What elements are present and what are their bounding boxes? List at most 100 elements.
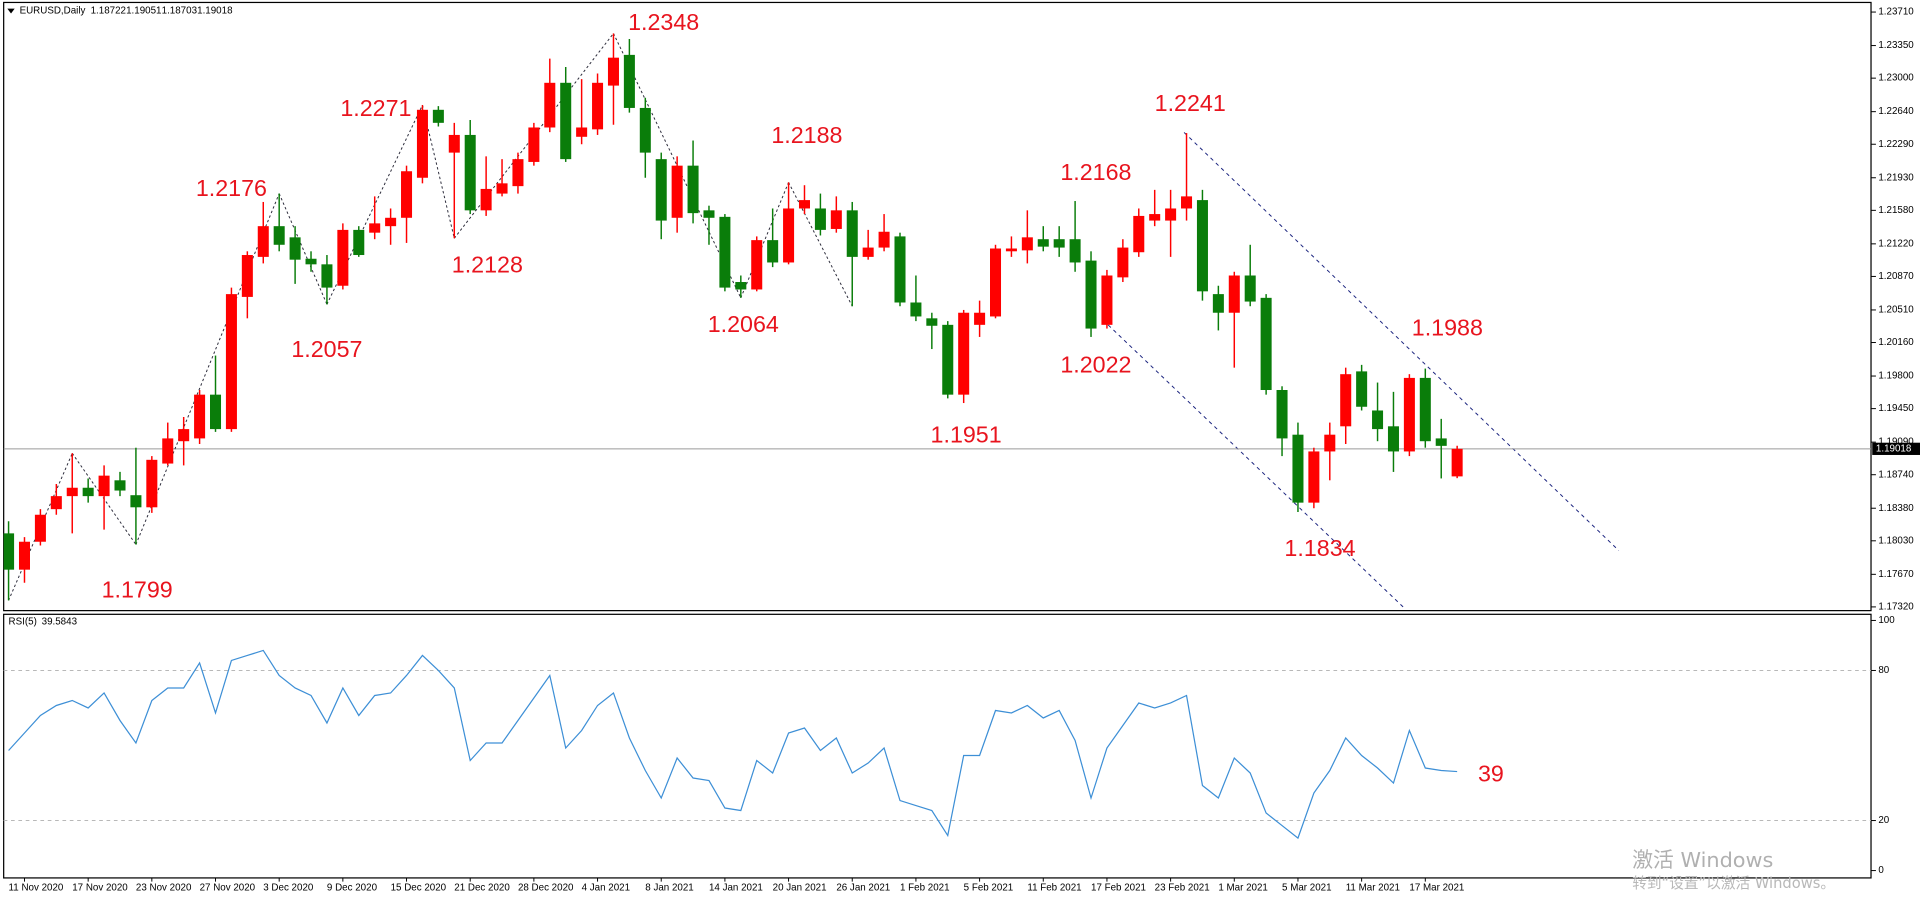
candle-body [353,229,365,256]
price-annotation: 1.2348 [628,9,699,35]
price-annotation: 1.2022 [1060,352,1131,378]
price-annotation: 1.2241 [1155,90,1226,116]
candles [3,33,1872,601]
y-tick-label: 1.17670 [1878,569,1914,580]
rsi-title: RSI(5) [9,616,37,627]
y-tick-label: 1.17320 [1878,601,1914,612]
x-tick-label: 11 Feb 2021 [1027,882,1081,893]
candle-body [1356,371,1368,407]
candle-body [846,210,858,257]
candle-body [34,514,46,542]
candle-body [66,487,78,497]
candle-body [1451,448,1463,477]
x-tick-label: 20 Jan 2021 [773,882,827,893]
y-tick-label: 1.20160 [1878,337,1914,348]
candle-body [910,302,922,317]
y-tick-label: 1.23000 [1878,73,1914,84]
candle-body [241,255,253,297]
candle-body [592,82,604,130]
price-annotation: 1.2271 [340,95,411,121]
candle-body [3,533,15,570]
candle-body [830,210,842,229]
y-tick-label: 0 [1878,865,1884,876]
x-tick-label: 1 Feb 2021 [900,882,950,893]
candle-body [401,171,413,218]
candle-body [719,216,731,288]
price-panel [3,1,1872,612]
candle-body [385,217,397,227]
candle-body [1387,426,1399,452]
candle-body [1069,239,1081,263]
price-annotation: 1.1799 [102,576,173,602]
candle-body [1292,434,1304,503]
zigzag [278,193,328,305]
x-tick-label: 27 Nov 2020 [200,882,256,893]
candle-body [671,165,683,218]
candle-body [496,183,508,194]
candle-body [337,229,349,286]
candle-body [1181,196,1193,209]
candle-body [178,429,190,442]
x-tick-label: 9 Dec 2020 [327,882,378,893]
y-tick-label: 1.19090 [1878,437,1914,448]
candle-body [1101,275,1113,325]
candle-body [814,208,826,230]
candle-body [162,438,174,464]
x-tick-label: 23 Feb 2021 [1155,882,1210,893]
price-annotation: 1.2176 [196,175,267,201]
candle-body [1196,200,1208,292]
candle-body [1117,247,1129,278]
x-tick-label: 1 Mar 2021 [1218,882,1268,893]
y-tick-label: 20 [1878,815,1889,826]
candle-body [990,248,1002,317]
candle-body [432,109,444,123]
y-tick-label: 80 [1878,665,1889,676]
candle-body [130,495,142,508]
candle-body [974,312,986,325]
candle-body [1419,377,1431,442]
x-tick-label: 26 Jan 2021 [836,882,890,893]
y-tick-label: 1.22290 [1878,139,1914,150]
x-tick-label: 17 Mar 2021 [1409,882,1464,893]
trend-line [1183,132,1620,551]
candle-body [862,247,874,257]
x-tick-label: 11 Nov 2020 [9,882,64,893]
price-tag-label: 1.19018 [1876,443,1912,454]
y-tick-label: 1.22640 [1878,106,1914,117]
candle-body [1308,451,1320,503]
x-tick-label: 28 Dec 2020 [518,882,574,893]
y-tick-label: 1.19800 [1878,371,1914,382]
candle-body [1085,260,1097,329]
x-tick-label: 14 Jan 2021 [709,882,763,893]
candle-body [926,318,938,326]
candle-body [416,109,428,178]
candle-body [942,324,954,395]
candle-body [894,236,906,303]
candle-body [1340,374,1352,427]
candle-body [321,264,333,288]
candle-body [512,159,524,187]
zigzag [788,182,853,307]
y-tick-label: 1.18740 [1878,469,1914,480]
candle-body [1212,294,1224,313]
chart-title: EURUSD,Daily [20,6,86,17]
y-tick-label: 1.21930 [1878,172,1914,183]
candle-body [146,459,158,508]
candle-body [1053,239,1065,248]
x-tick-label: 17 Nov 2020 [72,882,128,893]
candle-body [703,210,715,218]
watermark: 激活 Windows [1632,848,1773,872]
candle-body [798,200,810,209]
rsi-annotation: 39 [1478,761,1504,787]
price-annotation: 1.1988 [1412,315,1483,341]
rsi-line [8,649,1458,840]
candle-body [289,237,301,260]
candle-body [448,134,460,153]
candle-body [257,226,269,257]
price-annotation: 1.1951 [931,421,1002,447]
candle-body [98,475,110,497]
candle-body [369,223,381,233]
candle-body [18,541,30,570]
candle-body [878,231,890,248]
